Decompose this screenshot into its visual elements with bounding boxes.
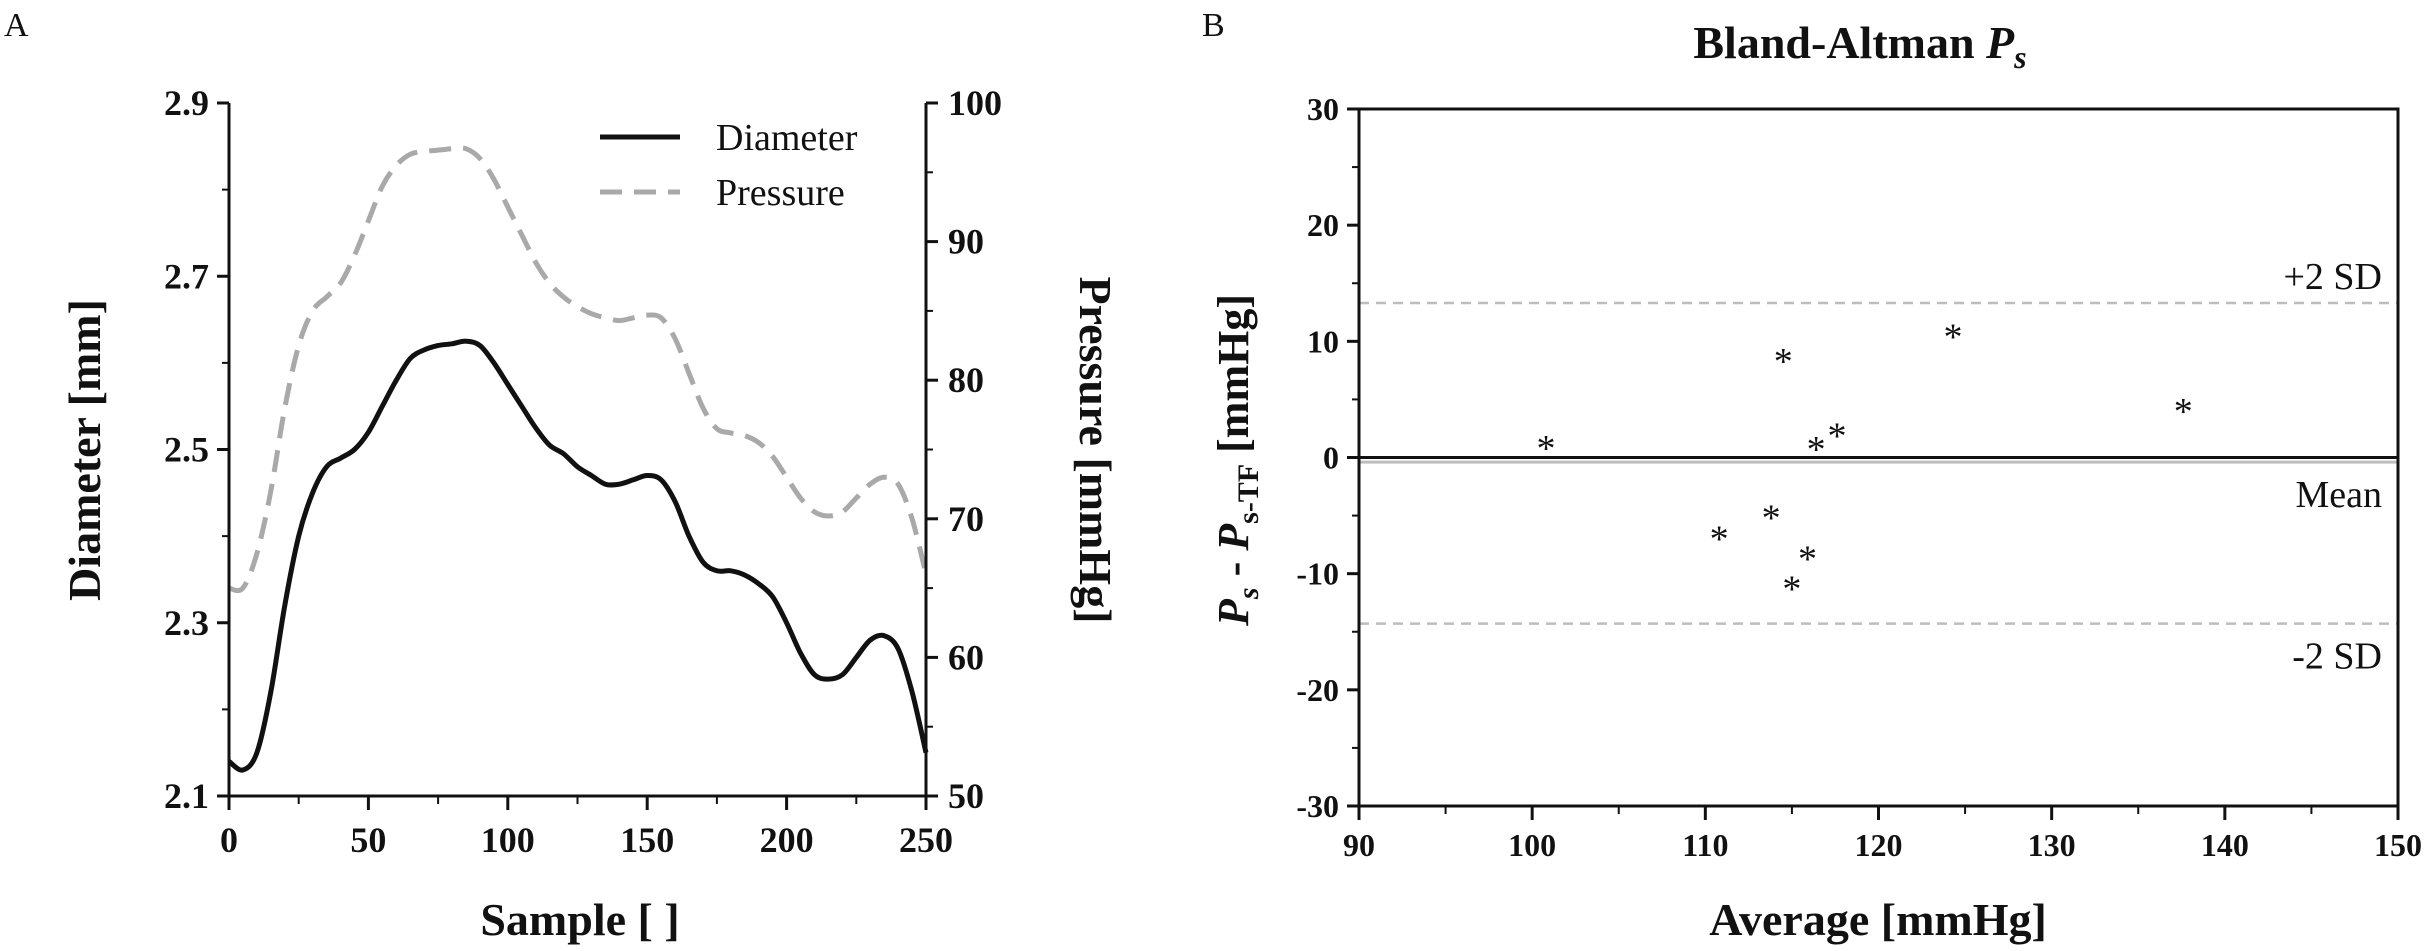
x-tick-label: 110 xyxy=(1682,827,1728,863)
data-point: * xyxy=(1943,317,1962,359)
data-point: * xyxy=(1782,569,1801,611)
series-pressure-line xyxy=(228,145,929,594)
x-tick-label: 100 xyxy=(481,820,535,860)
x-tick-label: 200 xyxy=(760,820,814,860)
y-tick-label: 30 xyxy=(1307,91,1339,127)
panel-b: B Bland-Altman Ps 90 100 110 120 130 140 150-3… xyxy=(1202,7,2422,945)
legend-diameter-label: Diameter xyxy=(716,117,858,159)
data-point: * xyxy=(1774,341,1793,383)
y-tick-label: -10 xyxy=(1296,556,1339,592)
y2-tick-label: 90 xyxy=(948,222,984,262)
series-diameter-line xyxy=(227,338,929,773)
panel-b-y-axis-title: Ps - Ps-TF [mmHg] xyxy=(1209,294,1265,627)
y-tick-label: 0 xyxy=(1323,440,1339,476)
y-tick-label: 2.1 xyxy=(164,776,209,816)
y-tick-label: 2.5 xyxy=(164,430,209,470)
panel-b-label: B xyxy=(1202,7,1225,44)
panel-a-y2-axis-title: Pressure [mmHg] xyxy=(1070,276,1121,623)
x-tick-label: 150 xyxy=(620,820,674,860)
y-tick-label: -20 xyxy=(1296,672,1339,708)
x-tick-label: 150 xyxy=(2374,827,2422,863)
panel-b-points: ** ***** *** xyxy=(1537,317,2193,611)
legend-pressure-label: Pressure xyxy=(716,172,845,214)
data-point: * xyxy=(2174,391,2193,433)
upper-2sd-label: +2 SD xyxy=(2283,256,2382,298)
panel-b-ticks: 90 100 110 120 130 140 150 -30 -20 -10 0 10 20 30 xyxy=(1296,91,2422,863)
x-tick-label: 120 xyxy=(1855,827,1903,863)
panel-a-ticks: 0 50 100 150 200 250 2.1 2.3 2.5 2.7 2.9 50 60 70 80 90… xyxy=(164,83,1002,860)
x-tick-label: 50 xyxy=(350,820,386,860)
data-point: * xyxy=(1807,429,1826,471)
data-point: * xyxy=(1762,498,1781,540)
y2-tick-label: 50 xyxy=(948,776,984,816)
panel-a-legend: Diameter Pressure xyxy=(600,117,858,214)
panel-a-y-axis-title: Diameter [mm] xyxy=(59,299,110,601)
y-tick-label: 10 xyxy=(1307,323,1339,359)
y2-tick-label: 70 xyxy=(948,499,984,539)
data-point: * xyxy=(1827,415,1846,457)
y-tick-label: 20 xyxy=(1307,207,1339,243)
y-tick-label: 2.3 xyxy=(164,603,209,643)
lower-2sd-label: -2 SD xyxy=(2292,636,2382,678)
panel-b-x-axis-title: Average [mmHg] xyxy=(1709,894,2047,945)
mean-label: Mean xyxy=(2295,474,2382,516)
x-tick-label: 100 xyxy=(1508,827,1556,863)
panel-b-title: Bland-Altman Ps xyxy=(1693,17,2026,75)
data-point: * xyxy=(1710,519,1729,561)
panel-a-series-group xyxy=(227,145,929,773)
panel-b-reference-lines xyxy=(1359,301,2398,625)
panel-a-x-axis-title: Sample [ ] xyxy=(480,894,679,945)
y-tick-label: -30 xyxy=(1296,788,1339,824)
x-tick-label: 90 xyxy=(1343,827,1375,863)
y2-tick-label: 80 xyxy=(948,360,984,400)
x-tick-label: 0 xyxy=(220,820,238,860)
y-tick-label: 2.7 xyxy=(164,256,209,296)
data-point: * xyxy=(1537,428,1556,470)
x-tick-label: 130 xyxy=(2028,827,2076,863)
y-tick-label: 2.9 xyxy=(164,83,209,123)
y2-tick-label: 60 xyxy=(948,637,984,677)
y2-tick-label: 100 xyxy=(948,83,1002,123)
x-tick-label: 250 xyxy=(899,820,953,860)
panel-a-label: A xyxy=(4,7,29,44)
panel-a: A 0 50 100 150 200 250 2.1 2.3 2.5 2.7 2.9 50 60 70 80… xyxy=(4,7,1121,945)
x-tick-label: 140 xyxy=(2201,827,2249,863)
data-point: * xyxy=(1798,538,1817,580)
